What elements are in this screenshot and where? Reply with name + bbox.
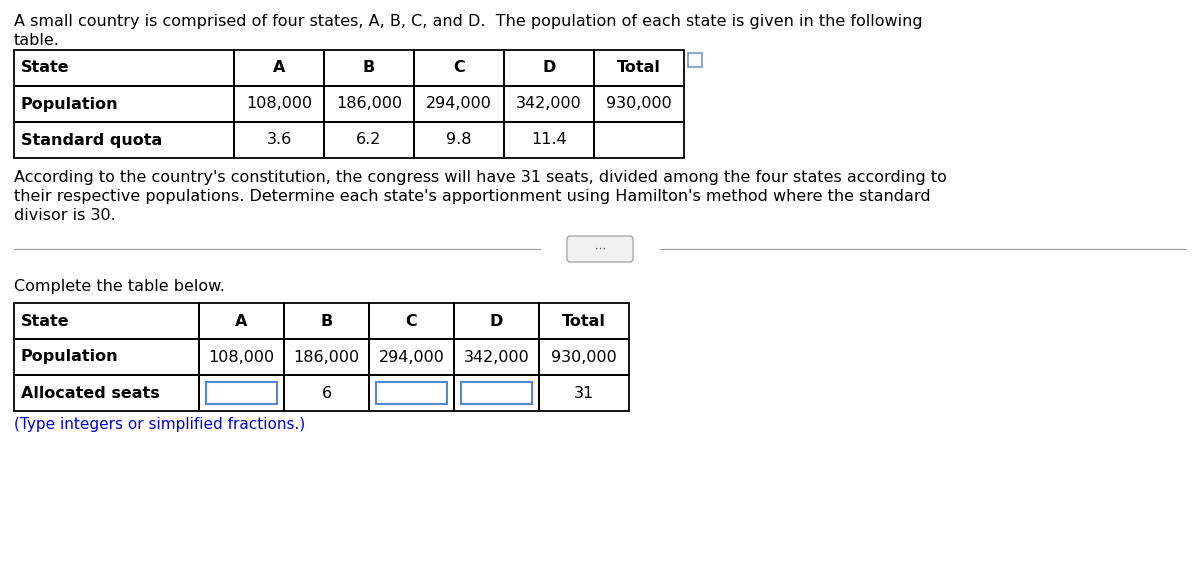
Bar (688, 53, 702, 67)
Text: table.: table. (14, 33, 60, 48)
Bar (414, 86, 504, 122)
Bar (206, 382, 277, 404)
Bar (284, 303, 370, 339)
Bar (594, 122, 684, 158)
Bar (284, 375, 370, 411)
Bar (370, 375, 454, 411)
Text: C: C (454, 61, 464, 76)
Bar (324, 122, 414, 158)
Text: Total: Total (562, 314, 606, 328)
Bar (504, 50, 594, 86)
Bar (504, 122, 594, 158)
Bar (594, 86, 684, 122)
Text: D: D (542, 61, 556, 76)
Text: 342,000: 342,000 (516, 97, 582, 111)
Text: 9.8: 9.8 (446, 132, 472, 148)
Bar (234, 50, 324, 86)
Text: 6: 6 (322, 386, 331, 400)
Bar (14, 122, 234, 158)
Bar (454, 339, 539, 375)
Text: 108,000: 108,000 (246, 97, 312, 111)
Text: Complete the table below.: Complete the table below. (14, 279, 224, 294)
Bar (539, 339, 629, 375)
Text: (Type integers or simplified fractions.): (Type integers or simplified fractions.) (14, 417, 305, 432)
Text: B: B (320, 314, 332, 328)
Bar (370, 339, 454, 375)
Text: 11.4: 11.4 (532, 132, 566, 148)
Bar (234, 122, 324, 158)
Bar (376, 382, 446, 404)
Bar (594, 50, 684, 86)
Text: 930,000: 930,000 (606, 97, 672, 111)
Text: C: C (406, 314, 418, 328)
Bar (14, 303, 199, 339)
Text: A small country is comprised of four states, A, B, C, and D.  The population of : A small country is comprised of four sta… (14, 14, 923, 29)
Text: 6.2: 6.2 (356, 132, 382, 148)
Bar (14, 86, 234, 122)
Text: State: State (22, 314, 70, 328)
Text: 294,000: 294,000 (426, 97, 492, 111)
Bar (14, 339, 199, 375)
Text: 294,000: 294,000 (378, 349, 444, 365)
Text: 108,000: 108,000 (209, 349, 275, 365)
Text: divisor is 30.: divisor is 30. (14, 208, 115, 223)
Bar (414, 50, 504, 86)
Text: 930,000: 930,000 (551, 349, 617, 365)
Bar (461, 382, 532, 404)
Bar (504, 86, 594, 122)
Text: Population: Population (22, 97, 119, 111)
Bar (199, 375, 284, 411)
Text: D: D (490, 314, 503, 328)
Bar (199, 339, 284, 375)
Text: 186,000: 186,000 (294, 349, 360, 365)
Bar (454, 375, 539, 411)
Bar (370, 303, 454, 339)
Text: ⋯: ⋯ (594, 244, 606, 254)
Bar (539, 375, 629, 411)
FancyBboxPatch shape (568, 236, 634, 262)
Bar (14, 375, 199, 411)
Text: According to the country's constitution, the congress will have 31 seats, divide: According to the country's constitution,… (14, 170, 947, 185)
Text: 31: 31 (574, 386, 594, 400)
Bar (14, 50, 234, 86)
Bar (539, 303, 629, 339)
Text: State: State (22, 61, 70, 76)
Bar (454, 303, 539, 339)
Text: 186,000: 186,000 (336, 97, 402, 111)
Bar (324, 86, 414, 122)
Text: 3.6: 3.6 (266, 132, 292, 148)
Text: 342,000: 342,000 (463, 349, 529, 365)
Text: their respective populations. Determine each state's apportionment using Hamilto: their respective populations. Determine … (14, 189, 931, 204)
Bar (284, 339, 370, 375)
Text: Standard quota: Standard quota (22, 132, 162, 148)
Text: Allocated seats: Allocated seats (22, 386, 160, 400)
Bar (324, 50, 414, 86)
Bar (234, 86, 324, 122)
Text: B: B (362, 61, 376, 76)
Bar (199, 303, 284, 339)
Text: Population: Population (22, 349, 119, 365)
Text: A: A (272, 61, 286, 76)
Text: A: A (235, 314, 247, 328)
Text: Total: Total (617, 61, 661, 76)
Bar (414, 122, 504, 158)
